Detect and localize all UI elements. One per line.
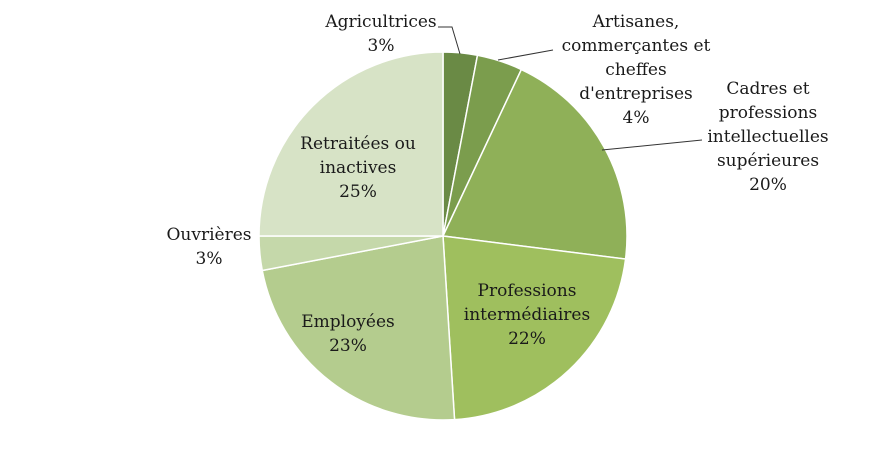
slice-label-line: Employées [301,312,395,332]
slice-label-line: intermédiaires [464,305,590,325]
slice-label-line: intellectuelles [707,127,828,147]
slice-label-5: Ouvrières 3% [166,225,251,269]
slice-value-label: 3% [196,249,223,269]
slice-label-line: professions [719,103,817,123]
slice-label-2: Cadres et professions intellectuelles supér… [707,79,828,195]
leader-line-2 [601,139,703,151]
pie-slice-6 [258,51,444,237]
slice-label-4: Employées 23% [301,312,395,356]
slice-label-line: Professions [478,281,577,301]
slice-value-label: 3% [368,36,395,56]
slice-label-line: Retraitées ou [300,134,416,154]
slice-label-1: Artisanes, commerçantes et cheffes d'entrep… [562,12,711,128]
pie-slice-3 [442,235,627,421]
pie-slice-2 [441,68,628,260]
leader-line-1 [497,49,554,61]
slice-value-label: 4% [623,108,650,128]
slices-layer [258,51,628,421]
labels-layer: Agricultrices 3% Artisanes, commerçantes et… [166,12,828,356]
slice-label-line: Artisanes, [592,12,680,32]
slice-label-line: commerçantes et [562,36,711,56]
slice-label-3: Professions intermédiaires 22% [464,281,590,349]
slice-label-line: Cadres et [726,79,809,99]
slice-value-label: 25% [339,182,377,202]
slice-label-line: Ouvrières [166,225,251,245]
slice-value-label: 20% [749,175,787,195]
slice-label-line: supérieures [717,151,819,171]
slice-label-line: d'entreprises [579,84,693,104]
leader-lines-layer [438,26,703,151]
slice-label-line: inactives [320,158,397,178]
leader-line-0 [438,26,461,55]
slice-label-6: Retraitées ou inactives 25% [300,134,416,202]
slice-label-line: Agricultrices [324,12,436,32]
slice-label-0: Agricultrices 3% [324,12,436,56]
pie-slice-4 [261,235,456,421]
slice-value-label: 23% [329,336,367,356]
slice-value-label: 22% [508,329,546,349]
slice-label-line: cheffes [605,60,666,80]
